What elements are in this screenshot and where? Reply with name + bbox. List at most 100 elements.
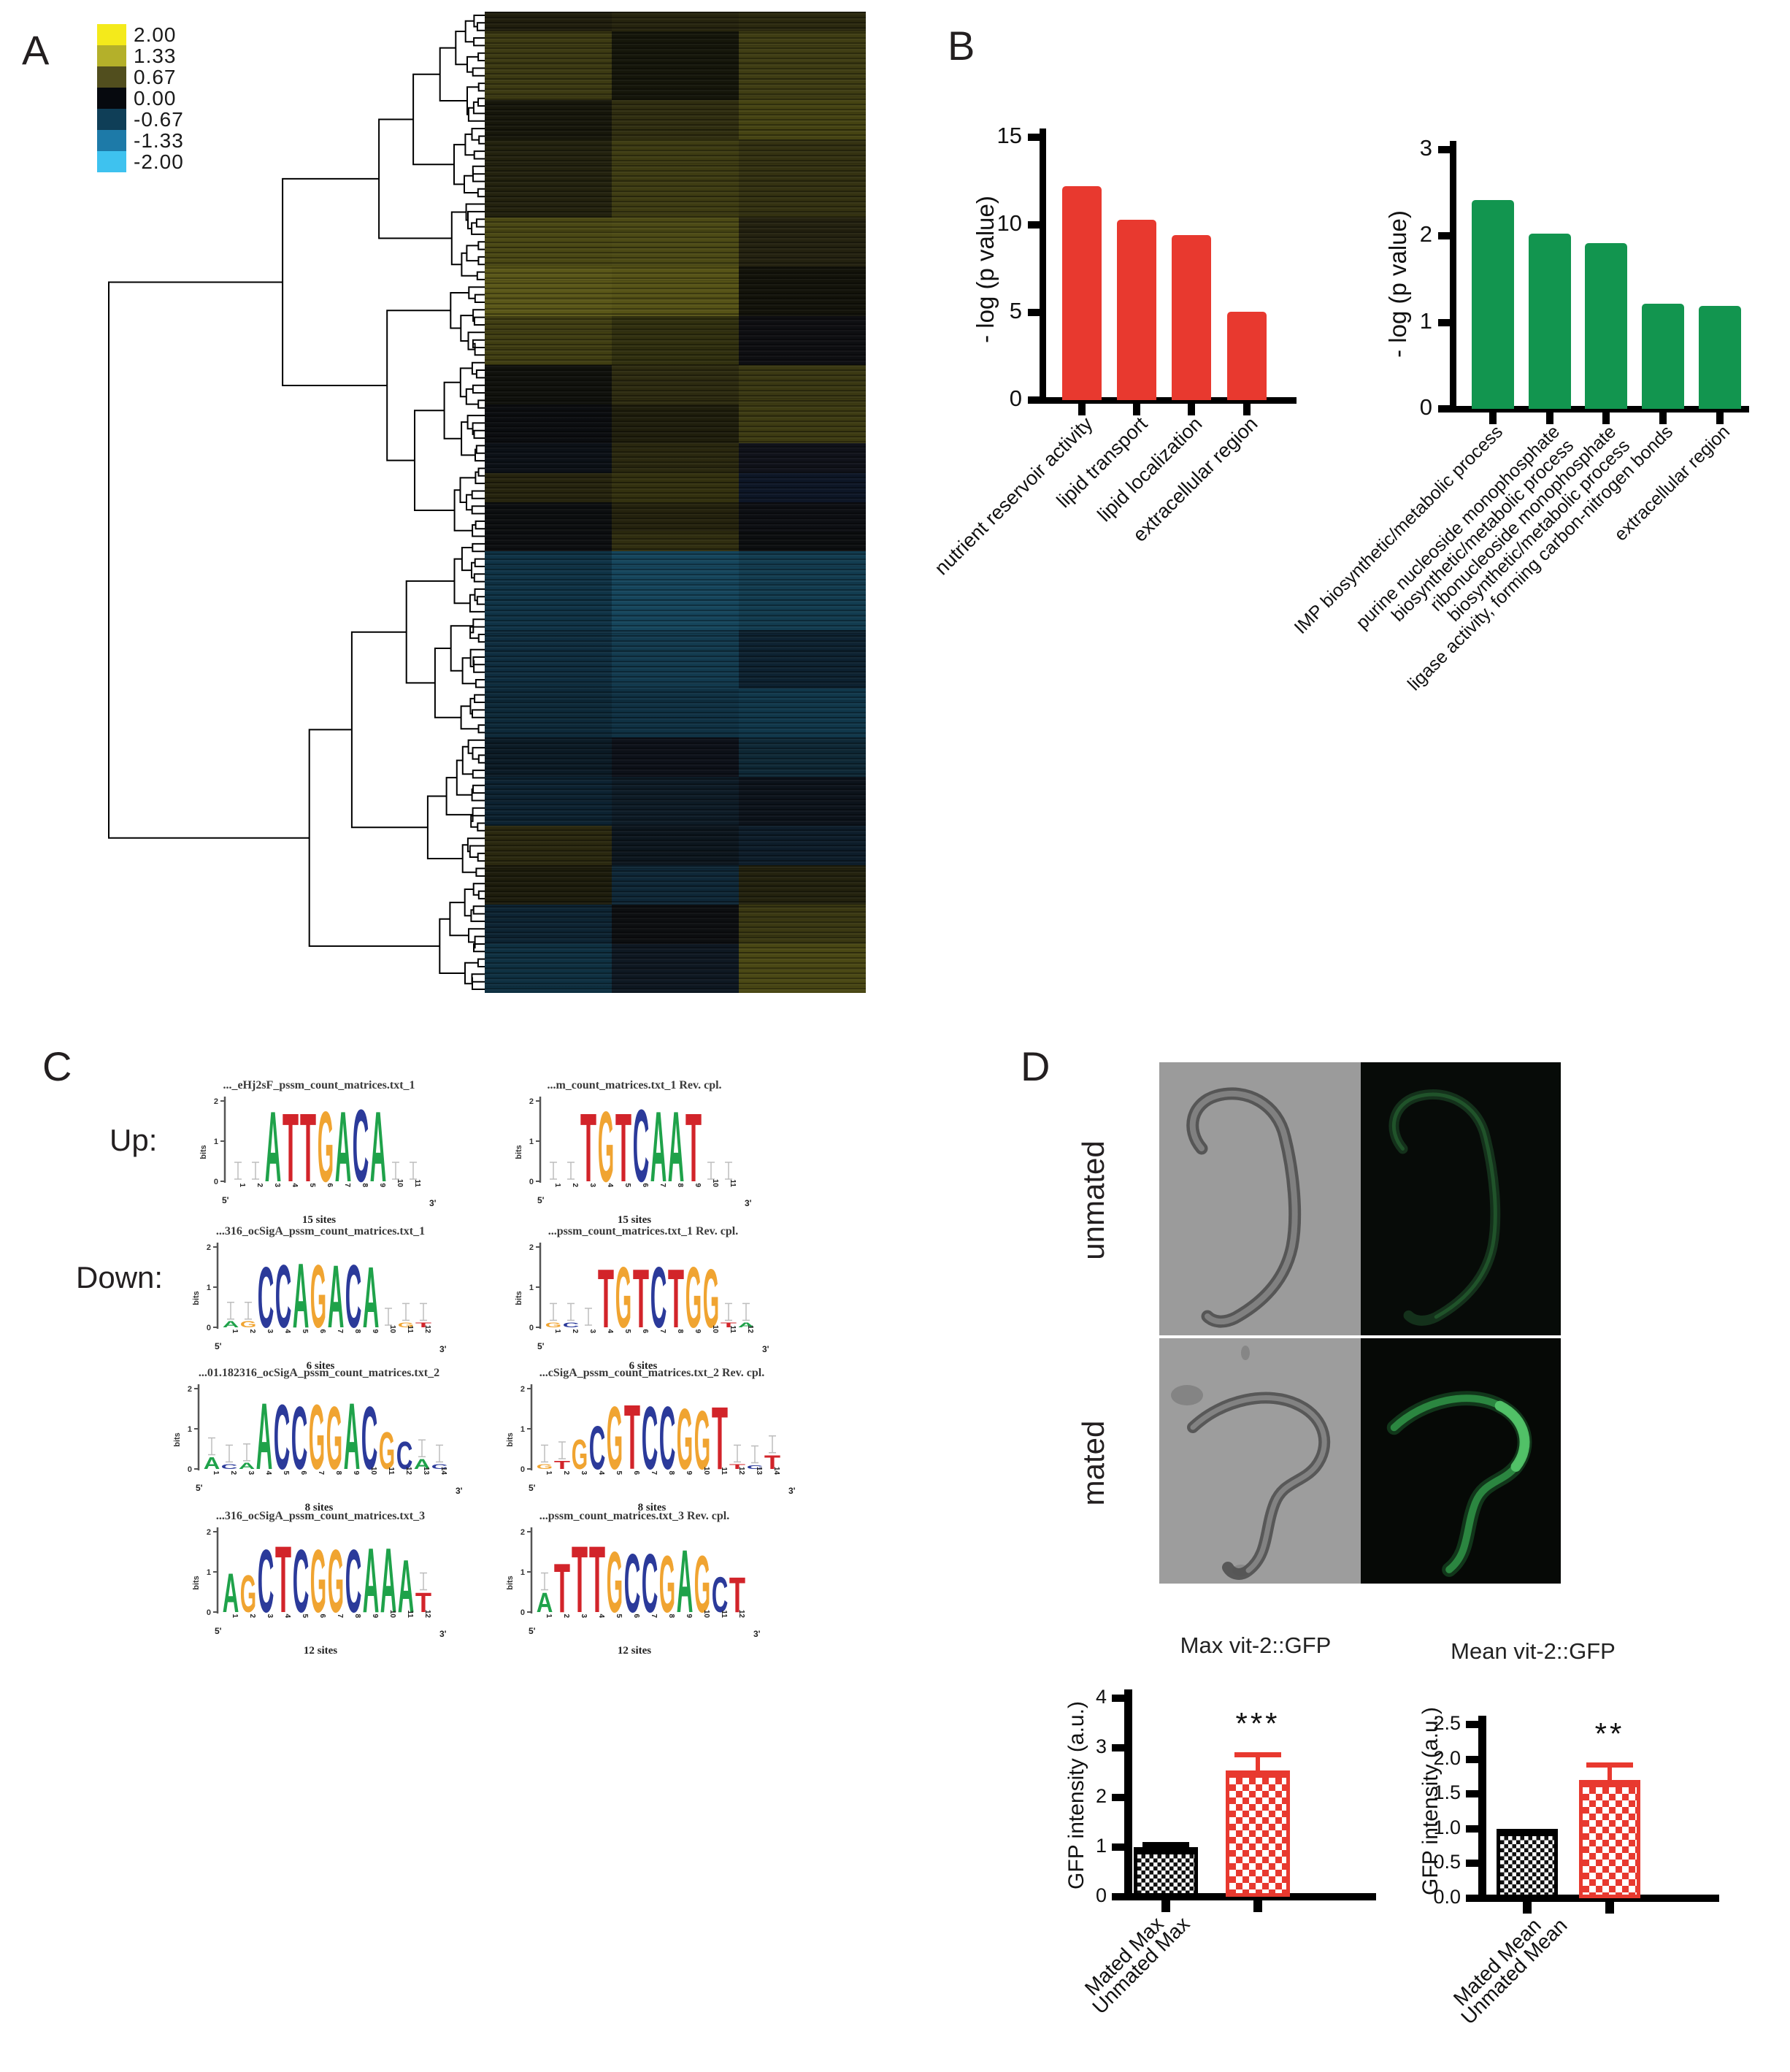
heatmap-cell <box>485 139 612 218</box>
svg-text:5': 5' <box>215 1341 222 1351</box>
heatmap-cell <box>739 826 866 866</box>
svg-text:13: 13 <box>755 1467 763 1476</box>
motif-letter: T <box>729 1463 745 1470</box>
motif-letter: A <box>344 1384 361 1490</box>
unmated-bar <box>1497 1828 1558 1898</box>
motif-logo: ...cSigA_pssm_count_matrices.txt_2 Rev. … <box>502 1367 802 1514</box>
svg-text:2: 2 <box>229 1470 237 1475</box>
mean-gfp-chart: Mean vit-2::GFP GFP intensity (a.u.) 0.0… <box>1416 1628 1790 2072</box>
heatmap-cell <box>612 688 739 738</box>
heatmap-cell <box>739 532 866 552</box>
svg-text:9: 9 <box>694 1329 702 1333</box>
heatmap-band <box>485 826 866 866</box>
motif-sites-count: 12 sites <box>303 1645 338 1657</box>
chart-title: Mean vit-2::GFP <box>1451 1638 1616 1664</box>
go-bar <box>1699 306 1741 409</box>
x-axis <box>1478 1895 1719 1902</box>
svg-text:11: 11 <box>729 1179 737 1187</box>
motif-letter: A <box>537 1587 553 1619</box>
motif-title: ...pssm_count_matrices.txt_1 Rev. cpl. <box>548 1225 739 1238</box>
go-bar <box>1472 199 1514 409</box>
chart-title: Max vit-2::GFP <box>1180 1632 1332 1658</box>
svg-text:9: 9 <box>378 1183 386 1187</box>
error-bar-cap <box>1234 1751 1281 1757</box>
motif-letter: T <box>415 1586 431 1618</box>
motif-letter: T <box>668 1253 684 1346</box>
y-tick <box>1112 1893 1125 1900</box>
heatmap-cell <box>612 12 739 31</box>
heatmap-cell <box>739 551 866 630</box>
svg-text:6: 6 <box>632 1470 640 1475</box>
x-tick <box>1243 404 1251 415</box>
y-axis-label: - log (p value) <box>972 196 999 343</box>
motif-letter: C <box>642 1388 658 1488</box>
motif-letter: G <box>310 1247 326 1346</box>
motif-letter: A <box>239 1462 256 1471</box>
svg-text:3: 3 <box>266 1329 274 1333</box>
heatmap-cell <box>485 943 612 993</box>
heatmap-cell <box>612 315 739 365</box>
heatmap-band <box>485 139 866 218</box>
motif-letter: G <box>615 1250 631 1346</box>
y-tick <box>1028 221 1040 229</box>
heatmap-band <box>485 315 866 365</box>
svg-text:3: 3 <box>273 1183 281 1187</box>
heatmap-cell <box>739 688 866 738</box>
y-axis <box>1450 141 1456 412</box>
motif-letter: G <box>318 1092 334 1203</box>
svg-text:1: 1 <box>529 1137 534 1146</box>
x-tick <box>1716 413 1724 424</box>
svg-text:2: 2 <box>207 1243 211 1252</box>
legend-row: -0.67 <box>97 108 184 131</box>
motif-logo: ...m_count_matrices.txt_1 Rev. cpl. 0 1 2 bi… <box>511 1079 758 1227</box>
svg-text:1: 1 <box>553 1183 561 1187</box>
svg-text:6: 6 <box>641 1329 649 1333</box>
heatmap-cell <box>612 551 739 630</box>
svg-text:3: 3 <box>247 1470 255 1475</box>
heatmap-cell <box>485 904 612 944</box>
motif-letter: A <box>328 1246 345 1346</box>
unmated-gfp-image <box>1361 1062 1561 1335</box>
svg-text:2: 2 <box>521 1528 525 1537</box>
svg-text:5: 5 <box>623 1183 631 1187</box>
svg-text:5: 5 <box>282 1470 290 1475</box>
svg-text:bits: bits <box>515 1145 523 1159</box>
motif-letter: C <box>361 1388 378 1488</box>
svg-text:1: 1 <box>521 1425 525 1434</box>
svg-text:4: 4 <box>597 1470 605 1475</box>
motif-letter: C <box>221 1463 238 1470</box>
go-bar <box>1172 235 1211 400</box>
y-tick-label: 0.0 <box>1433 1886 1461 1908</box>
motif-letter: T <box>615 1093 631 1202</box>
svg-text:11: 11 <box>387 1467 395 1475</box>
svg-text:0: 0 <box>521 1465 525 1474</box>
y-tick <box>1466 1824 1479 1833</box>
motif-letter: G <box>607 1535 623 1631</box>
heatmap-band <box>485 218 866 267</box>
motif-letter: T <box>283 1093 299 1202</box>
motif-letter: A <box>363 1530 380 1632</box>
svg-text:4: 4 <box>606 1329 614 1333</box>
motif-letter: C <box>396 1434 413 1478</box>
svg-text:6: 6 <box>318 1614 326 1618</box>
svg-text:2: 2 <box>562 1470 570 1475</box>
motif-title: ...pssm_count_matrices.txt_3 Rev. cpl. <box>539 1510 730 1522</box>
heatmap-cell <box>612 472 739 502</box>
heatmap-cell <box>612 139 739 218</box>
svg-text:5: 5 <box>615 1470 623 1475</box>
svg-text:2: 2 <box>256 1183 264 1187</box>
heatmap-cell <box>612 266 739 316</box>
motif-logo: ...316_ocSigA_pssm_count_matrices.txt_1 0… <box>188 1225 453 1373</box>
svg-text:6: 6 <box>641 1183 649 1187</box>
svg-text:1: 1 <box>214 1137 218 1146</box>
heatmap-cell <box>739 266 866 316</box>
heatmap-cell <box>739 502 866 532</box>
go-bar <box>1117 219 1156 400</box>
panel-d-label: D <box>1021 1043 1050 1089</box>
motif-logo: ...pssm_count_matrices.txt_1 Rev. cpl. 0 1… <box>511 1225 775 1373</box>
y-axis <box>1040 128 1046 403</box>
x-tick <box>1161 1900 1170 1912</box>
svg-text:6: 6 <box>318 1329 326 1333</box>
